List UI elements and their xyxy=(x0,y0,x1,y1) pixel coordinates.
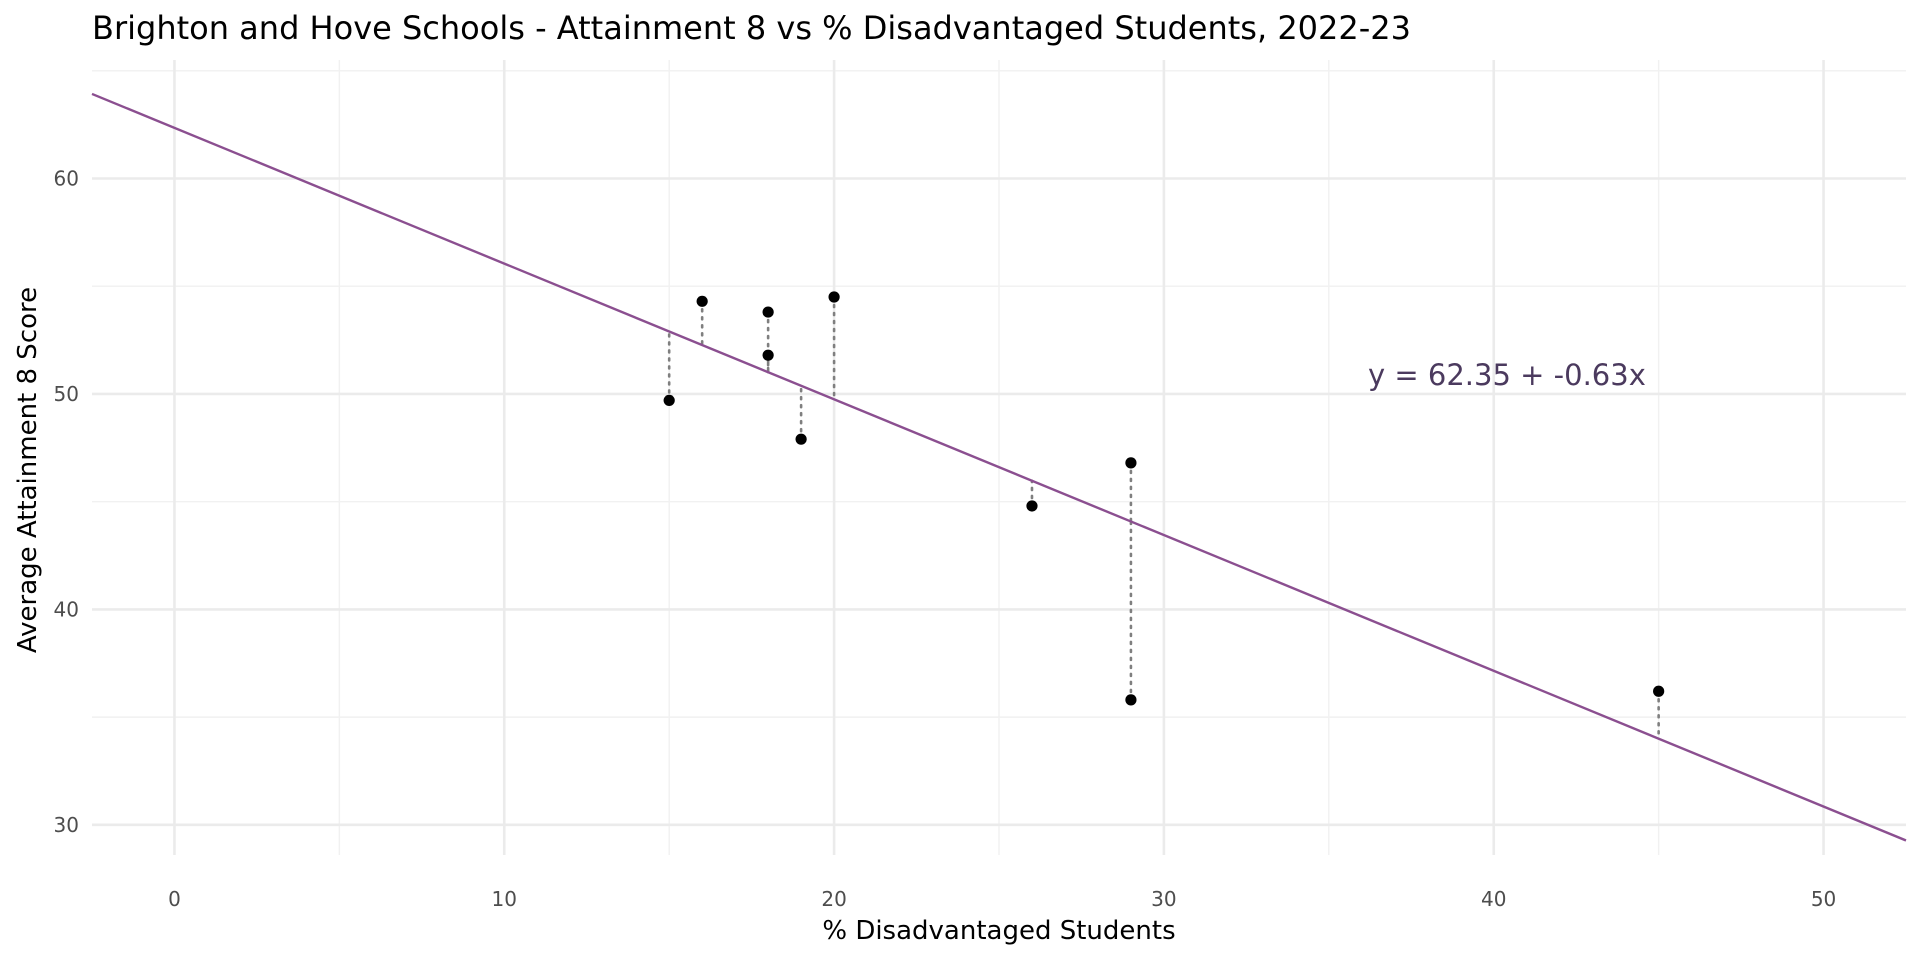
regression-line-group xyxy=(91,92,1907,842)
x-tick-label: 40 xyxy=(1481,887,1506,911)
regression-equation: y = 62.35 + -0.63x xyxy=(1368,358,1646,392)
x-tick-label: 50 xyxy=(1811,887,1836,911)
y-tick-label: 30 xyxy=(54,813,79,837)
y-tick-label: 40 xyxy=(54,597,79,621)
data-point xyxy=(1125,694,1137,706)
data-point xyxy=(1653,685,1665,697)
x-tick-label: 10 xyxy=(492,887,517,911)
data-point xyxy=(762,349,774,361)
tick-labels: 0 10 20 30 40 50 30 40 50 60 xyxy=(54,166,1837,911)
y-axis-title: Average Attainment 8 Score xyxy=(13,287,43,653)
data-point xyxy=(828,291,840,303)
data-point xyxy=(762,306,774,318)
residual-lines xyxy=(667,295,1660,740)
data-point xyxy=(696,295,708,307)
gridlines xyxy=(92,60,1906,855)
data-points xyxy=(663,291,1665,706)
data-point xyxy=(1125,457,1137,469)
x-axis-title: % Disadvantaged Students xyxy=(822,916,1175,946)
y-tick-label: 60 xyxy=(54,166,79,190)
y-tick-label: 50 xyxy=(54,382,79,406)
chart-title: Brighton and Hove Schools - Attainment 8… xyxy=(92,9,1411,47)
x-tick-label: 30 xyxy=(1151,887,1176,911)
regression-line xyxy=(91,92,1907,842)
x-tick-label: 20 xyxy=(821,887,846,911)
data-point xyxy=(1026,500,1038,512)
data-point xyxy=(663,394,675,407)
data-point xyxy=(795,433,807,445)
x-tick-label: 0 xyxy=(168,887,181,911)
